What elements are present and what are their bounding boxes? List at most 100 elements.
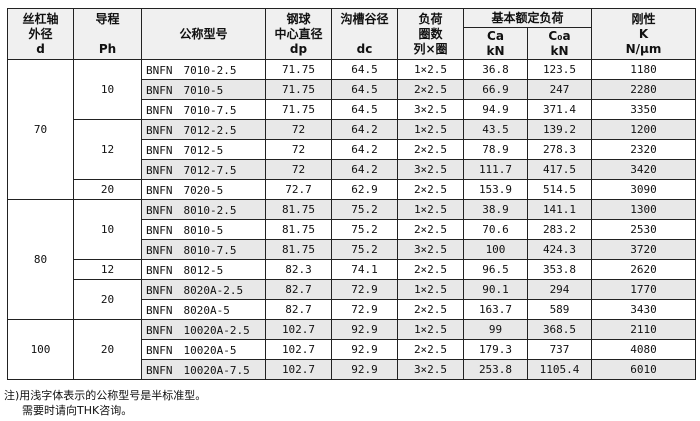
rigidity-cell: 3430 <box>591 299 697 320</box>
thread-minor-diameter-cell: 75.2 <box>331 199 398 220</box>
ball-center-diameter-cell: 71.75 <box>265 59 332 80</box>
header-ball-center-diameter: 钢球 中心直径 dp <box>265 8 332 60</box>
static-load-rating-cell: 1105.4 <box>526 359 593 380</box>
ball-center-diameter-cell: 72 <box>265 119 332 140</box>
ball-center-diameter-cell: 71.75 <box>265 79 332 100</box>
table-row: 70 10 BNFN 7010-2.5 71.75 64.5 1×2.5 36.8 123.5… <box>7 59 697 200</box>
static-load-rating-cell: 514.5 <box>526 179 593 200</box>
header-load-turns: 负荷 圈数 列×圈 <box>397 8 464 60</box>
thread-minor-diameter-cell: 64.2 <box>331 159 398 180</box>
rigidity-cell: 3090 <box>591 179 697 200</box>
load-turns-cell: 3×2.5 <box>397 359 464 380</box>
load-turns-cell: 1×2.5 <box>397 199 464 220</box>
static-load-rating-cell: 123.5 <box>526 59 593 80</box>
dynamic-load-rating-cell: 163.7 <box>463 299 528 320</box>
dynamic-load-rating-cell: 36.8 <box>463 59 528 80</box>
static-load-rating-cell: 737 <box>526 339 593 360</box>
rigidity-cell: 2280 <box>591 79 697 100</box>
static-load-rating-cell: 141.1 <box>526 199 593 220</box>
lead-cell: 20 <box>73 279 142 320</box>
ball-center-diameter-cell: 81.75 <box>265 199 332 220</box>
table-row: 20 BNFN 8020A-2.5 82.7 72.9 1×2.5 90.1 294 1770 <box>8 279 697 320</box>
header-lead: 导程 Ph <box>73 8 142 60</box>
dynamic-load-rating-cell: 179.3 <box>463 339 528 360</box>
table-row: BNFN 7012-7.5 72 64.2 3×2.5 111.7 417.5 3420 <box>8 159 697 180</box>
ball-center-diameter-cell: 82.7 <box>265 279 332 300</box>
rigidity-cell: 2110 <box>591 319 697 340</box>
rigidity-cell: 2620 <box>591 259 697 280</box>
footnote-semi-standard: 注)用浅字体表示的公称型号是半标准型。 <box>4 389 207 402</box>
thread-minor-diameter-cell: 74.1 <box>331 259 398 280</box>
thread-minor-diameter-cell: 64.5 <box>331 59 398 80</box>
static-load-rating-cell: 278.3 <box>526 139 593 160</box>
model-number-cell: BNFN 7010-2.5 <box>141 59 266 80</box>
lead-cell: 12 <box>73 119 142 180</box>
static-load-rating-cell: 283.2 <box>526 219 593 240</box>
header-dynamic-load-rating: Ca kN <box>463 27 528 60</box>
model-number-cell: BNFN 7012-7.5 <box>141 159 266 180</box>
header-shaft-diameter: 丝杠轴 外径 d <box>7 8 74 60</box>
dynamic-load-rating-cell: 153.9 <box>463 179 528 200</box>
ball-center-diameter-cell: 102.7 <box>265 359 332 380</box>
ball-center-diameter-cell: 72 <box>265 139 332 160</box>
model-number-cell: BNFN 7010-7.5 <box>141 99 266 120</box>
thread-minor-diameter-cell: 62.9 <box>331 179 398 200</box>
thread-minor-diameter-cell: 75.2 <box>331 219 398 240</box>
header-rigidity: 刚性 K N/μm <box>591 8 697 60</box>
load-turns-cell: 2×2.5 <box>397 139 464 160</box>
table-row: BNFN 10020A-7.5 102.7 92.9 3×2.5 253.8 1105.4… <box>8 359 697 380</box>
dynamic-load-rating-cell: 70.6 <box>463 219 528 240</box>
rigidity-cell: 3720 <box>591 239 697 260</box>
table-row: 12 BNFN 7012-2.5 72 64.2 1×2.5 43.5 139.2 1200 <box>8 119 697 180</box>
table-row: BNFN 8010-7.5 81.75 75.2 3×2.5 100 424.3 3720 <box>8 239 697 260</box>
dynamic-load-rating-cell: 96.5 <box>463 259 528 280</box>
dynamic-load-rating-cell: 90.1 <box>463 279 528 300</box>
static-load-rating-cell: 247 <box>526 79 593 100</box>
model-number-cell: BNFN 10020A-5 <box>141 339 266 360</box>
model-number-cell: BNFN 10020A-7.5 <box>141 359 266 380</box>
ball-center-diameter-cell: 72.7 <box>265 179 332 200</box>
static-load-rating-cell: 368.5 <box>526 319 593 340</box>
model-number-cell: BNFN 7012-5 <box>141 139 266 160</box>
rigidity-cell: 1770 <box>591 279 697 300</box>
static-load-rating-cell: 139.2 <box>526 119 593 140</box>
rigidity-cell: 3420 <box>591 159 697 180</box>
dynamic-load-rating-cell: 100 <box>463 239 528 260</box>
load-turns-cell: 1×2.5 <box>397 279 464 300</box>
footnote-contact-thk: 需要时请向THK咨询。 <box>22 404 133 417</box>
static-load-rating-cell: 353.8 <box>526 259 593 280</box>
lead-cell: 10 <box>73 59 142 120</box>
thread-minor-diameter-cell: 92.9 <box>331 319 398 340</box>
ball-center-diameter-cell: 82.7 <box>265 299 332 320</box>
thread-minor-diameter-cell: 72.9 <box>331 299 398 320</box>
header-model-number: 公称型号 <box>141 8 266 60</box>
dynamic-load-rating-cell: 66.9 <box>463 79 528 100</box>
rigidity-cell: 1180 <box>591 59 697 80</box>
static-load-rating-cell: 371.4 <box>526 99 593 120</box>
dynamic-load-rating-cell: 111.7 <box>463 159 528 180</box>
rigidity-cell: 6010 <box>591 359 697 380</box>
load-turns-cell: 2×2.5 <box>397 299 464 320</box>
thread-minor-diameter-cell: 64.5 <box>331 99 398 120</box>
shaft-diameter-cell: 70 <box>7 59 74 200</box>
model-number-cell: BNFN 7020-5 <box>141 179 266 200</box>
dynamic-load-rating-cell: 94.9 <box>463 99 528 120</box>
rigidity-cell: 1300 <box>591 199 697 220</box>
load-turns-cell: 1×2.5 <box>397 59 464 80</box>
lead-cell: 12 <box>73 259 142 280</box>
thread-minor-diameter-cell: 64.2 <box>331 119 398 140</box>
dynamic-load-rating-cell: 43.5 <box>463 119 528 140</box>
ball-center-diameter-cell: 72 <box>265 159 332 180</box>
static-load-rating-cell: 417.5 <box>526 159 593 180</box>
static-load-rating-cell: 424.3 <box>526 239 593 260</box>
thread-minor-diameter-cell: 64.2 <box>331 139 398 160</box>
load-turns-cell: 3×2.5 <box>397 239 464 260</box>
header-static-load-rating: C₀a kN <box>526 27 593 60</box>
dynamic-load-rating-cell: 38.9 <box>463 199 528 220</box>
load-turns-cell: 2×2.5 <box>397 79 464 100</box>
ball-center-diameter-cell: 102.7 <box>265 319 332 340</box>
model-number-cell: BNFN 10020A-2.5 <box>141 319 266 340</box>
model-number-cell: BNFN 8020A-5 <box>141 299 266 320</box>
load-turns-cell: 2×2.5 <box>397 219 464 240</box>
